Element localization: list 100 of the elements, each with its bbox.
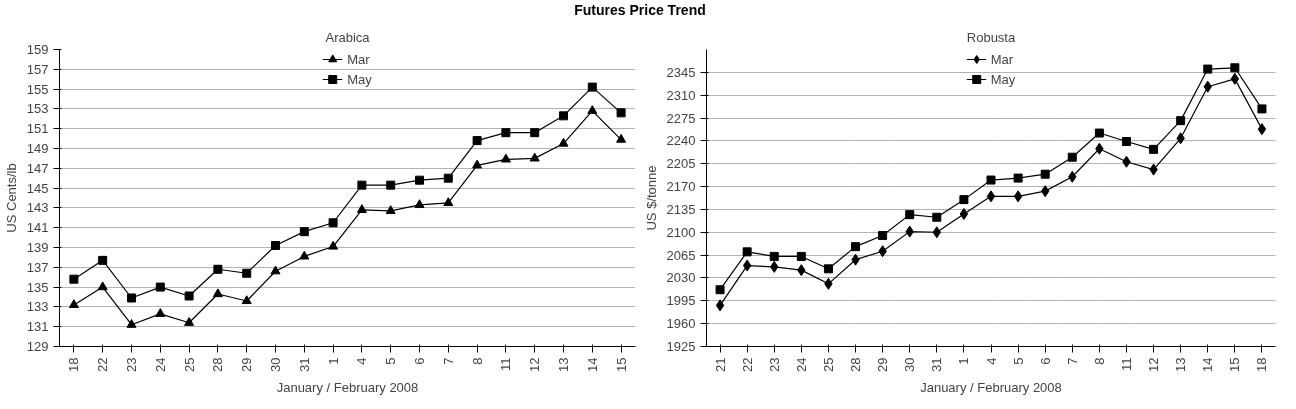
y-tick-label: 159: [26, 42, 49, 57]
y-tick-label: 131: [26, 319, 49, 335]
point: [986, 175, 996, 185]
point: [959, 207, 969, 220]
x-tick-label: 24: [793, 357, 809, 372]
point: [1257, 104, 1267, 114]
x-tick-label: 18: [1254, 357, 1270, 372]
point: [878, 231, 888, 241]
x-tick-label: 1: [325, 357, 341, 365]
x-tick-label: 4: [354, 357, 370, 365]
x-tick-label: 28: [848, 357, 864, 372]
point: [500, 153, 511, 163]
y-tick-label: 149: [26, 141, 49, 156]
point: [443, 173, 453, 183]
point: [986, 190, 996, 203]
x-tick-label: 18: [66, 357, 82, 372]
y-tick-label: 147: [26, 160, 49, 176]
point: [558, 137, 569, 147]
x-tick-label: 30: [902, 357, 918, 372]
point: [299, 227, 309, 237]
y-tick-label: 1960: [666, 316, 696, 332]
point: [932, 212, 942, 222]
x-tick-label: 22: [95, 357, 111, 372]
x-tick-label: 11: [1118, 357, 1134, 371]
point: [851, 242, 861, 252]
y-tick-label: 1925: [666, 339, 696, 354]
y-tick-label: 129: [26, 339, 49, 354]
chart-title: Arabica: [325, 29, 371, 45]
y-tick-label: 2240: [666, 133, 696, 149]
point: [414, 199, 425, 209]
point: [126, 319, 137, 328]
legend-label: May: [990, 71, 1016, 87]
x-tick-label: 21: [712, 357, 728, 372]
y-tick-label: 155: [26, 81, 49, 97]
point: [715, 299, 725, 312]
point: [443, 197, 454, 207]
point: [1230, 72, 1240, 85]
x-tick-label: 11: [498, 357, 514, 371]
point: [472, 159, 483, 169]
y-tick-label: 2135: [666, 201, 696, 217]
point: [1257, 123, 1267, 136]
point: [616, 108, 626, 118]
point: [742, 259, 752, 272]
x-tick-label: 31: [296, 357, 312, 372]
x-axis-title: January / February 2008: [276, 379, 419, 395]
point: [357, 180, 367, 190]
point: [69, 274, 79, 284]
point: [1176, 116, 1186, 126]
point: [1149, 144, 1159, 154]
x-tick-label: 6: [1037, 357, 1053, 365]
x-tick-label: 29: [239, 357, 255, 372]
y-tick-label: 157: [26, 61, 49, 77]
point: [472, 136, 482, 146]
y-tick-label: 2100: [666, 224, 696, 240]
y-tick-label: 135: [26, 279, 49, 295]
point: [1013, 173, 1023, 183]
point: [616, 133, 627, 143]
y-axis-title: US Cents/lb: [3, 163, 19, 233]
point: [97, 281, 108, 291]
point: [1013, 190, 1023, 203]
y-tick-label: 2345: [666, 64, 696, 80]
x-tick-label: 5: [1010, 357, 1026, 365]
point: [1230, 63, 1240, 73]
x-tick-label: 31: [929, 357, 945, 372]
point: [213, 264, 223, 274]
point: [1067, 152, 1077, 162]
point: [501, 128, 511, 138]
x-tick-label: 1: [956, 357, 972, 365]
point: [769, 251, 779, 261]
y-tick-label: 145: [26, 180, 49, 196]
point: [242, 268, 252, 278]
point: [241, 295, 252, 305]
y-tick-label: 133: [26, 299, 49, 315]
point: [127, 293, 136, 303]
point: [1040, 169, 1050, 179]
x-tick-label: 22: [739, 357, 755, 372]
x-tick-label: 24: [152, 357, 168, 372]
y-tick-label: 2030: [666, 270, 696, 286]
point: [98, 255, 108, 265]
point: [587, 105, 598, 114]
y-tick-label: 2065: [666, 247, 696, 263]
point: [68, 299, 79, 309]
x-tick-label: 4: [983, 357, 999, 365]
point: [1203, 64, 1213, 74]
chart-title: Robusta: [966, 29, 1016, 45]
point: [299, 250, 310, 260]
y-tick-label: 2205: [666, 156, 696, 172]
x-tick-label: 23: [124, 357, 139, 372]
point: [184, 317, 195, 326]
point: [715, 285, 725, 295]
point: [959, 195, 969, 205]
point: [742, 247, 752, 257]
y-tick-label: 153: [26, 101, 49, 117]
y-axis-title: US $/tonne: [643, 165, 659, 231]
x-tick-label: 8: [1091, 357, 1107, 365]
legend-label: Mar: [347, 51, 370, 67]
x-tick-label: 5: [383, 357, 399, 365]
y-tick-label: 137: [26, 259, 49, 275]
legend-label: Mar: [990, 51, 1014, 67]
x-tick-label: 12: [527, 357, 543, 372]
